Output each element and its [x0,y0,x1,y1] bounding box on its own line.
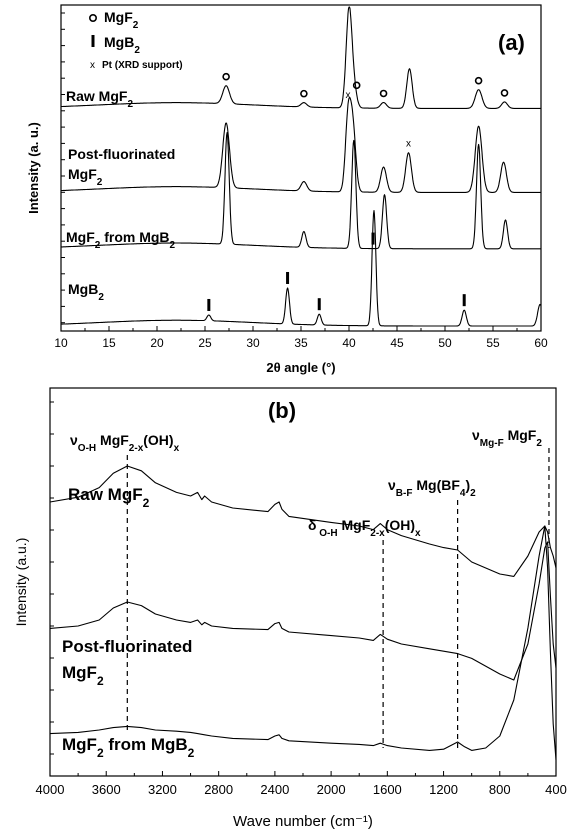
mgf2-peak-marker [474,76,483,85]
ir-x-tick-label: 1200 [429,782,458,797]
legend-circle-symbol [89,14,98,23]
ir-x-tick-label: 2800 [204,782,233,797]
xrd-series-label: Post-fluorinated MgF2 [68,146,175,188]
xrd-legend-item: MgF2 [89,9,139,31]
xrd-x-axis: 10 15 20 25 30 35 40 45 50 55 60 [54,326,548,350]
xrd-x-tick-label: 15 [102,336,116,350]
mgf2-peak-marker [352,81,361,90]
ir-band-annotation: δ O-H MgF2-x(OH)x [308,517,421,539]
svg-text:νO-H MgF2-x(OH)x: νO-H MgF2-x(OH)x [70,432,180,454]
ir-x-axis-label: Wave number (cm⁻¹) [233,813,373,830]
svg-text:MgF2 from MgB2: MgF2 from MgB2 [62,735,195,760]
xrd-series-line [60,6,542,109]
ir-x-tick-label: 3200 [148,782,177,797]
xrd-chart: 10 15 20 25 30 35 40 45 50 55 60 xx Raw MgF2Post-f… [26,4,548,375]
xrd-x-tick-label: 60 [534,336,548,350]
xrd-x-tick-label: 30 [246,336,260,350]
xrd-series-labels: Raw MgF2 Post-fluorinated MgF2 MgF2 from Mg… [66,88,176,303]
xrd-plot-frame [60,4,542,332]
mgf2-peak-marker [222,72,230,81]
xrd-x-tick-label: 50 [438,336,452,350]
svg-text:νB-F Mg(BF4)2: νB-F Mg(BF4)2 [388,477,476,499]
ir-y-axis-label: Intensity (a.u.) [13,538,29,627]
svg-text:Post-fluorinated: Post-fluorinated [68,146,175,162]
ir-series-label: Post-fluorinated MgF2 [62,637,192,688]
svg-text:Post-fluorinated: Post-fluorinated [62,637,192,656]
xrd-series-label: MgF2 from MgB2 [66,229,176,251]
xrd-x-tick-label: 20 [150,336,164,350]
xrd-peak-markers: xx [207,72,509,311]
svg-text:Raw MgF2: Raw MgF2 [66,88,133,110]
svg-text:MgB2: MgB2 [68,281,104,303]
xrd-legend-item: x Pt (XRD support) [90,60,183,71]
xrd-x-tick-label: 25 [198,336,212,350]
ir-series-line [49,525,557,761]
legend-x-symbol: x [90,60,95,71]
xrd-x-tick-label: 10 [54,336,68,350]
ir-series-line [49,541,557,681]
ir-chart: 4000 3600 3200 2800 2400 2000 1600 1200 800 400 R… [13,387,567,830]
svg-text:MgF2: MgF2 [104,9,139,31]
mgf2-peak-marker [379,89,388,98]
svg-text:νMg-F MgF2: νMg-F MgF2 [472,427,542,449]
ir-series-label: Raw MgF2 [68,485,150,510]
legend-bar-symbol [91,35,95,47]
ir-band-annotation: νB-F Mg(BF4)2 [388,477,476,499]
ir-band-annotations: νO-H MgF2-x(OH)x δ O-H MgF2-x(OH)x νB-F Mg… [70,427,542,539]
ir-band-guides [126,448,550,748]
xrd-series-line [60,96,542,193]
mgb2-peak-marker [207,298,211,311]
ir-band-annotation: νMg-F MgF2 [472,427,542,449]
ir-panel-label: (b) [268,398,296,423]
mgf2-peak-marker [300,89,308,98]
svg-text:Pt (XRD support): Pt (XRD support) [102,60,183,71]
ir-band-annotation: νO-H MgF2-x(OH)x [70,432,180,454]
ir-x-tick-label: 2400 [260,782,289,797]
pt-peak-marker: x [406,139,411,150]
svg-text:δ O-H MgF2-x(OH)x: δ O-H MgF2-x(OH)x [308,517,421,539]
ir-series-labels: Raw MgF2 Post-fluorinated MgF2 MgF2 from Mg… [62,485,195,760]
xrd-series-line [60,132,542,250]
ir-series-label: MgF2 from MgB2 [62,735,195,760]
xrd-series-label: Raw MgF2 [66,88,133,110]
mgf2-peak-marker [500,89,509,97]
svg-text:MgF2 from MgB2: MgF2 from MgB2 [66,229,176,251]
svg-text:MgB2: MgB2 [104,34,140,56]
mgb2-peak-marker [317,298,321,311]
xrd-series-group [60,6,542,327]
mgb2-peak-marker [371,232,375,245]
xrd-legend-item: MgB2 [91,34,140,56]
ir-x-tick-label: 4000 [36,782,65,797]
xrd-x-axis-label: 2θ angle (°) [266,360,335,375]
xrd-x-tick-label: 45 [390,336,404,350]
svg-text:MgF2: MgF2 [68,166,103,188]
xrd-x-tick-label: 35 [294,336,308,350]
xrd-legend: MgF2 MgB2 x Pt (XRD support) [89,9,183,71]
pt-peak-marker: x [346,90,351,101]
xrd-panel-label: (a) [498,30,525,55]
ir-x-tick-label: 400 [545,782,567,797]
ir-series-line [49,465,557,577]
ir-x-axis: 4000 3600 3200 2800 2400 2000 1600 1200 800 400 [36,771,567,797]
xrd-series-line [60,210,542,327]
ir-x-tick-label: 3600 [92,782,121,797]
xrd-y-axis-ticks [61,12,65,324]
ir-x-tick-label: 1600 [373,782,402,797]
xrd-y-axis-label: Intensity (a. u.) [26,122,41,214]
svg-text:Raw MgF2: Raw MgF2 [68,485,150,510]
ir-x-tick-label: 800 [489,782,511,797]
mgb2-peak-marker [462,294,466,307]
ir-y-axis-ticks [50,401,54,755]
xrd-x-tick-label: 55 [486,336,500,350]
svg-text:MgF2: MgF2 [62,663,104,688]
mgb2-peak-marker [286,271,290,284]
ir-series-group [49,465,557,761]
ir-x-tick-label: 2000 [317,782,346,797]
xrd-x-tick-label: 40 [342,336,356,350]
xrd-series-label: MgB2 [68,281,104,303]
